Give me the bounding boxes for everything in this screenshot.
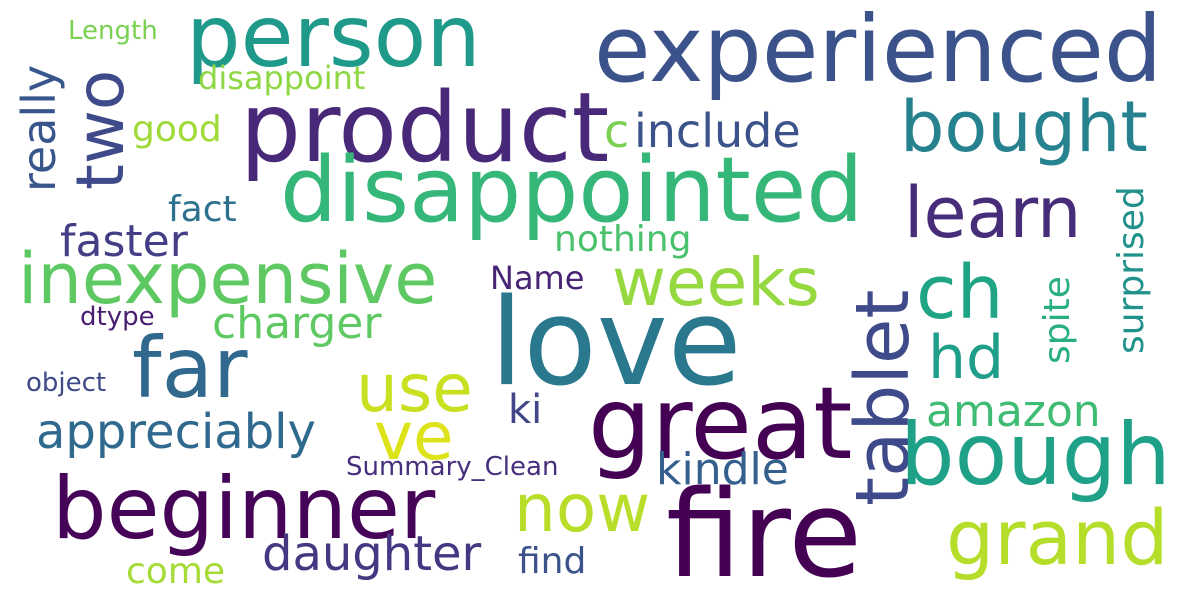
word-use: use [356, 350, 473, 427]
word-disappoint: disappoint [198, 59, 366, 97]
word-surprised: surprised [1111, 186, 1152, 354]
word-daughter: daughter [262, 526, 482, 582]
word-inexpensive: inexpensive [18, 238, 438, 320]
word-dtype: dtype [80, 302, 155, 332]
word-ch: ch [916, 250, 1004, 336]
word-grand: grand [946, 493, 1169, 582]
word-really: really [12, 64, 66, 192]
word-spite: spite [1037, 276, 1078, 364]
word-length: Length [68, 16, 158, 46]
word-amazon: amazon [926, 386, 1101, 437]
word-far: far [132, 319, 248, 417]
word-come: come [126, 551, 226, 592]
word-learn: learn [904, 172, 1082, 254]
word-c: c [604, 104, 630, 158]
word-bough: bough [900, 405, 1171, 505]
word-faster: faster [60, 216, 188, 267]
word-experienced: experienced [594, 0, 1163, 103]
word-summary-clean: Summary_Clean [346, 452, 559, 482]
word-charger: charger [212, 298, 382, 349]
word-love: love [490, 274, 742, 413]
word-product: product [240, 72, 610, 184]
word-object: object [26, 368, 107, 398]
word-ve: ve [374, 398, 454, 475]
word-appreciably: appreciably [36, 404, 316, 460]
word-find: find [518, 541, 587, 582]
word-great: great [588, 365, 853, 482]
word-bought: bought [900, 86, 1148, 168]
word-person: person [186, 0, 481, 87]
word-hd: hd [928, 323, 1005, 393]
word-disappointed: disappointed [280, 138, 864, 243]
word-good: good [132, 109, 222, 150]
word-weeks: weeks [612, 244, 820, 321]
word-name: Name [490, 259, 585, 297]
word-now: now [514, 470, 651, 547]
word-kindle: kindle [656, 444, 789, 495]
word-ki: ki [508, 387, 543, 433]
word-beginner: beginner [52, 459, 436, 559]
word-nothing: nothing [554, 219, 692, 260]
word-two: two [62, 69, 139, 190]
word-fact: fact [168, 189, 237, 230]
word-include: include [634, 104, 801, 158]
word-fire: fire [666, 466, 863, 601]
